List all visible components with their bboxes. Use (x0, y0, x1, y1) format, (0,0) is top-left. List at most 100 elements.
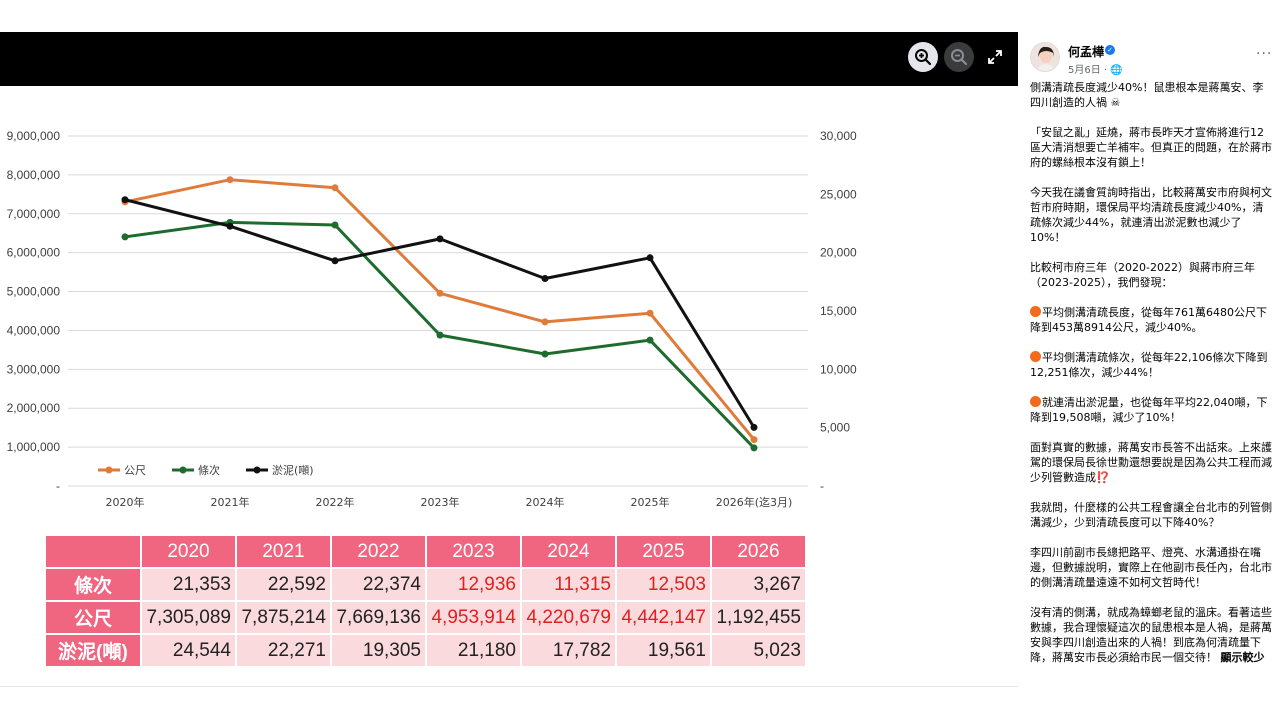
line-chart: 9,000,000 8,000,000 7,000,000 6,000,000 5,00… (7, 129, 857, 509)
table-cell: 24,544 (142, 635, 235, 666)
data-point (750, 423, 758, 431)
legend-label: 公尺 (124, 464, 146, 477)
x-axis-tick-label: 2022年 (316, 495, 355, 509)
table-cell: 4,442,147 (617, 602, 710, 633)
x-axis-tick-label: 2026年(迄3月) (716, 495, 793, 509)
data-point (750, 436, 758, 444)
table-cell: 19,305 (332, 635, 425, 666)
post-paragraph: 就連清出淤泥量，也從每年平均22,040噸，下降到19,508噸，減少了10%！ (1030, 395, 1274, 425)
author-name[interactable]: 何孟樺 (1068, 45, 1105, 59)
globe-icon: 🌐 (1110, 65, 1123, 76)
data-point (121, 196, 129, 204)
table-cell: 7,875,214 (237, 602, 330, 633)
table-corner (46, 536, 140, 567)
post-paragraph: 平均側溝清疏長度，從每年761萬6480公尺下降到453萬8914公尺，減少40… (1030, 305, 1274, 335)
table-cell: 11,315 (522, 569, 615, 600)
data-point (226, 176, 234, 184)
zoom-out-button[interactable] (944, 42, 974, 72)
data-point (331, 221, 339, 229)
table-year-header: 2022 (332, 536, 425, 567)
post-date[interactable]: 5月6日 · 🌐 (1068, 61, 1123, 76)
table-cell: 7,669,136 (332, 602, 425, 633)
data-point (436, 331, 444, 339)
angry-emoji-icon (1030, 306, 1041, 317)
post-date-text: 5月6日 · (1068, 65, 1111, 76)
post-paragraph: 我就問，什麼樣的公共工程會讓全台北市的列管側溝減少，少到清疏長度可以下降40%？ (1030, 501, 1272, 529)
table-row-label: 公尺 (46, 602, 140, 633)
left-axis-tick-label: 4,000,000 (7, 323, 61, 337)
zoom-in-icon (915, 49, 932, 66)
right-axis-tick-label: 30,000 (820, 129, 857, 143)
series-line (124, 178, 756, 441)
right-axis-tick-label: 20,000 (820, 246, 857, 260)
viewer-toolbar (0, 32, 1018, 86)
post-paragraph-text: 就連清出淤泥量，也從每年平均22,040噸，下降到19,508噸，減少了10%！ (1030, 396, 1268, 424)
x-axis-tick-label: 2023年 (421, 495, 460, 509)
table-cell: 22,271 (237, 635, 330, 666)
table-cell: 3,267 (712, 569, 805, 600)
table-year-header: 2024 (522, 536, 615, 567)
fullscreen-icon (988, 50, 1002, 64)
x-axis-tick-label: 2020年 (106, 495, 145, 509)
data-point (646, 309, 654, 317)
left-axis-tick-label: 9,000,000 (7, 129, 61, 143)
left-axis-tick-label: - (56, 479, 60, 493)
data-point (541, 275, 549, 282)
verified-badge-icon: ✓ (1105, 45, 1115, 55)
zoom-in-button[interactable] (908, 42, 938, 72)
right-axis-tick-label: 10,000 (820, 362, 857, 376)
table-year-header: 2025 (617, 536, 710, 567)
left-axis-tick-label: 6,000,000 (7, 246, 61, 260)
left-axis-tick-label: 5,000,000 (7, 285, 61, 299)
see-less-link[interactable]: 顯示較少 (1220, 651, 1265, 664)
series-line (124, 198, 756, 429)
right-axis-tick-label: 5,000 (820, 421, 850, 435)
left-axis-tick-label: 1,000,000 (7, 440, 61, 454)
post-paragraph: 「安鼠之亂」延燒，蔣市長昨天才宣佈將進行12區大清消想要亡羊補牢。但真正的問題，… (1030, 126, 1272, 169)
legend-marker (179, 466, 187, 474)
table-cell: 22,592 (237, 569, 330, 600)
post-paragraph-text: 沒有清的側溝，就成為蟑螂老鼠的溫床。看著這些數據，我合理懷疑這次的鼠患根本是人禍… (1030, 606, 1272, 664)
left-axis-tick-label: 8,000,000 (7, 168, 61, 182)
angry-emoji-icon (1030, 396, 1041, 407)
right-axis-tick-label: 15,000 (820, 304, 857, 318)
right-axis-tick-label: 25,000 (820, 187, 857, 201)
post-paragraph: 李四川前副市長總把路平、燈亮、水溝通掛在嘴邊，但數據說明，實際上在他副市長任內，… (1030, 546, 1272, 589)
left-axis-tick-label: 3,000,000 (7, 362, 61, 376)
x-axis-tick-label: 2025年 (631, 495, 670, 509)
left-axis-tick-label: 2,000,000 (7, 401, 61, 415)
table-cell: 22,374 (332, 569, 425, 600)
avatar[interactable] (1030, 42, 1060, 72)
post-paragraph-text: 平均側溝清疏條次，從每年22,106條次下降到12,251條次，減少44%！ (1030, 351, 1268, 379)
more-options-button[interactable]: ··· (1256, 46, 1273, 62)
table-header-row: 2020 2021 2022 2023 2024 2025 2026 (46, 536, 805, 567)
table-cell: 21,353 (142, 569, 235, 600)
post-paragraph-text: 平均側溝清疏長度，從每年761萬6480公尺下降到453萬8914公尺，減少40… (1030, 306, 1267, 334)
post-panel: 何孟樺 ✓ 5月6日 · 🌐 ··· 側溝清疏長度減少40%！鼠患根本是蔣萬安、… (1018, 32, 1280, 719)
x-axis-tick-label: 2021年 (211, 495, 250, 509)
data-point (646, 336, 654, 344)
data-table: 2020 2021 2022 2023 2024 2025 2026 條次 21,353 22,5… (44, 534, 807, 668)
post-paragraph: 今天我在議會質詢時指出，比較蔣萬安市府與柯文哲市府時期，環保局平均清疏長度減少4… (1030, 186, 1272, 244)
table-row: 淤泥(噸) 24,544 22,271 19,305 21,180 17,782 19,56… (46, 635, 805, 666)
table-cell: 21,180 (427, 635, 520, 666)
table-cell: 12,503 (617, 569, 710, 600)
table-row-label: 淤泥(噸) (46, 635, 140, 666)
zoom-out-icon (951, 49, 968, 66)
data-point (331, 257, 339, 265)
x-axis-tick-label: 2024年 (526, 495, 565, 509)
table-cell: 19,561 (617, 635, 710, 666)
table-cell: 12,936 (427, 569, 520, 600)
table-row: 條次 21,353 22,592 22,374 12,936 11,315 12,503 3,… (46, 569, 805, 600)
data-point (331, 184, 339, 192)
data-point (436, 235, 444, 243)
data-point (541, 318, 549, 326)
post-paragraph: 比較柯市府三年（2020-2022）與蔣市府三年（2023-2025），我們發現… (1030, 261, 1255, 289)
fullscreen-button[interactable] (980, 42, 1010, 72)
legend-marker (253, 466, 261, 474)
data-point (541, 350, 549, 358)
table-row: 公尺 7,305,089 7,875,214 7,669,136 4,953,914 4,… (46, 602, 805, 633)
table-year-header: 2020 (142, 536, 235, 567)
post-paragraph: 面對真實的數據，蔣萬安市長答不出話來。上來護駕的環保局長徐世勳還想要說是因為公共… (1030, 441, 1272, 484)
